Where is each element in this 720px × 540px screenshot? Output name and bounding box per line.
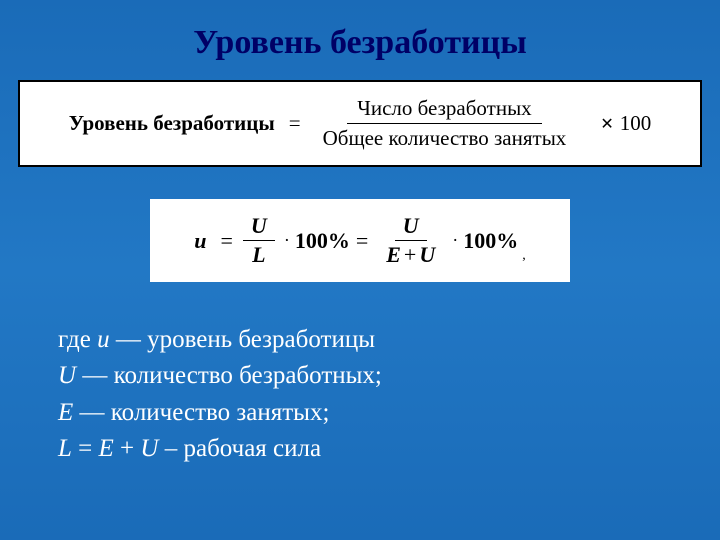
frac-a-den: L xyxy=(244,241,273,268)
frac-b-num: U xyxy=(395,213,427,241)
legend-l3-post: — количество занятых; xyxy=(73,399,329,426)
legend-l1-pre: где xyxy=(58,326,97,353)
legend-l4-plus: + xyxy=(114,435,141,462)
legend-l4-post: – рабочая сила xyxy=(158,435,321,462)
frac-b-den: E+U xyxy=(378,241,443,268)
legend-line-4: L = E + U – рабочая сила xyxy=(58,431,720,467)
legend-line-3: E — количество занятых; xyxy=(58,395,720,431)
formula2: u = U L · 100% = U E+U · 100% , xyxy=(194,213,525,268)
formula2-lhs: u xyxy=(194,228,206,254)
equals-sign: = xyxy=(289,111,301,136)
formula-box-primary: Уровень безработицы = Число безработных … xyxy=(18,80,702,167)
legend-l2-post: — количество безработных; xyxy=(76,362,382,389)
trailing-comma: , xyxy=(522,248,526,268)
formula1-multiplier: ✕ 100 xyxy=(600,111,651,136)
legend-line-1: где u — уровень безработицы xyxy=(58,322,720,358)
legend-l1-post: — уровень безработицы xyxy=(110,326,375,353)
formula1-denominator: Общее количество занятых xyxy=(313,124,577,151)
formula2-fraction-a: U L xyxy=(243,213,275,268)
frac-a-num: U xyxy=(243,213,275,241)
percent-1: 100% xyxy=(295,228,350,254)
legend-l2-var: U xyxy=(58,362,76,389)
equals-sign-2b: = xyxy=(356,228,368,254)
formula1-numerator: Число безработных xyxy=(347,96,541,124)
equals-sign-2a: = xyxy=(221,228,233,254)
legend-l4-L: L xyxy=(58,435,72,462)
legend-l4-eq: = xyxy=(72,435,99,462)
percent-2: 100% xyxy=(463,228,518,254)
legend-l1-var: u xyxy=(97,326,110,353)
formula-box-secondary: u = U L · 100% = U E+U · 100% , xyxy=(150,199,570,282)
cdot-1: · xyxy=(284,230,290,251)
legend-l4-E: E xyxy=(99,435,114,462)
legend-l4-U: U xyxy=(140,435,158,462)
formula1: Уровень безработицы = Число безработных … xyxy=(69,96,651,151)
frac-b-den-plus: + xyxy=(404,242,416,267)
frac-b-den-E: E xyxy=(386,242,401,267)
frac-b-den-U: U xyxy=(419,242,435,267)
legend-l3-var: E xyxy=(58,399,73,426)
formula1-lhs-label: Уровень безработицы xyxy=(69,111,275,136)
formula2-fraction-b: U E+U xyxy=(378,213,443,268)
multiply-icon: ✕ xyxy=(600,114,613,134)
formula1-hundred: 100 xyxy=(620,111,652,136)
cdot-2: · xyxy=(452,230,458,251)
legend-line-2: U — количество безработных; xyxy=(58,358,720,394)
legend-block: где u — уровень безработицы U — количест… xyxy=(58,322,720,467)
slide-title: Уровень безработицы xyxy=(0,0,720,80)
formula1-fraction: Число безработных Общее количество занят… xyxy=(313,96,577,151)
